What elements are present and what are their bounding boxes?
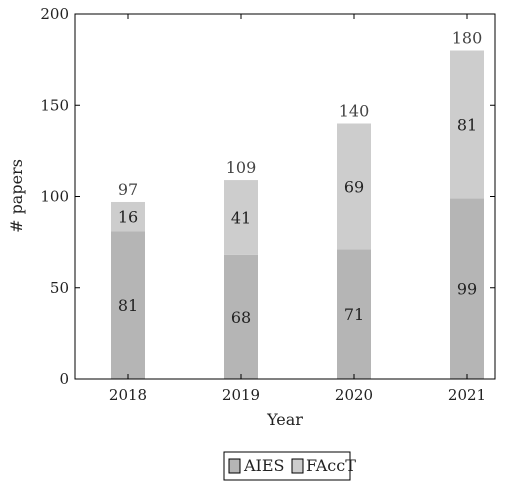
y-tick-label: 150 bbox=[40, 96, 69, 114]
x-axis-label: Year bbox=[266, 410, 303, 429]
segment-labels-layer: 81 16 68 41 71 69 99 81 bbox=[118, 115, 477, 327]
legend-swatch-aies bbox=[228, 458, 241, 474]
legend-label-aies: AIES bbox=[243, 456, 285, 475]
x-tick-label-2021: 2021 bbox=[448, 386, 486, 404]
segment-label-aies-2019: 68 bbox=[231, 308, 251, 327]
x-tick-label-2020: 2020 bbox=[335, 386, 373, 404]
y-ticks-layer: 0 50 100 150 200 bbox=[40, 5, 495, 388]
segment-label-aies-2018: 81 bbox=[118, 296, 138, 315]
legend-swatch-facct bbox=[291, 458, 304, 474]
bar-facct-2020 bbox=[337, 123, 371, 250]
legend-frame bbox=[223, 451, 351, 481]
total-label-2020: 140 bbox=[339, 102, 370, 121]
segment-label-aies-2021: 99 bbox=[457, 280, 477, 299]
x-ticks-layer: 2018 2019 2020 2021 bbox=[109, 14, 486, 404]
bar-aies-2019 bbox=[224, 254, 258, 379]
y-tick-label: 100 bbox=[40, 188, 69, 206]
segment-label-facct-2021: 81 bbox=[457, 115, 477, 134]
total-labels-layer: 97 109 140 180 bbox=[118, 29, 482, 199]
y-axis-label: # papers bbox=[7, 159, 26, 233]
y-tick-label: 0 bbox=[59, 370, 69, 388]
segment-label-facct-2019: 41 bbox=[231, 208, 251, 227]
bar-aies-2018 bbox=[111, 231, 145, 379]
legend: AIES FAccT bbox=[223, 451, 356, 481]
legend-label-facct: FAccT bbox=[306, 456, 356, 475]
total-label-2019: 109 bbox=[226, 158, 257, 177]
bar-aies-2021 bbox=[450, 198, 484, 379]
y-tick-label: 200 bbox=[40, 5, 69, 23]
bar-aies-2020 bbox=[337, 249, 371, 379]
x-tick-label-2019: 2019 bbox=[222, 386, 260, 404]
bar-facct-2021 bbox=[450, 50, 484, 199]
y-tick-label: 50 bbox=[50, 279, 69, 297]
bar-facct-2018 bbox=[111, 201, 145, 232]
segment-label-aies-2020: 71 bbox=[344, 305, 364, 324]
bars-layer bbox=[111, 50, 484, 379]
segment-label-facct-2018: 16 bbox=[118, 208, 138, 227]
total-label-2018: 97 bbox=[118, 180, 138, 199]
bar-facct-2019 bbox=[224, 180, 258, 255]
x-tick-label-2018: 2018 bbox=[109, 386, 147, 404]
total-label-2021: 180 bbox=[452, 29, 483, 48]
segment-label-facct-2020: 69 bbox=[344, 177, 364, 196]
